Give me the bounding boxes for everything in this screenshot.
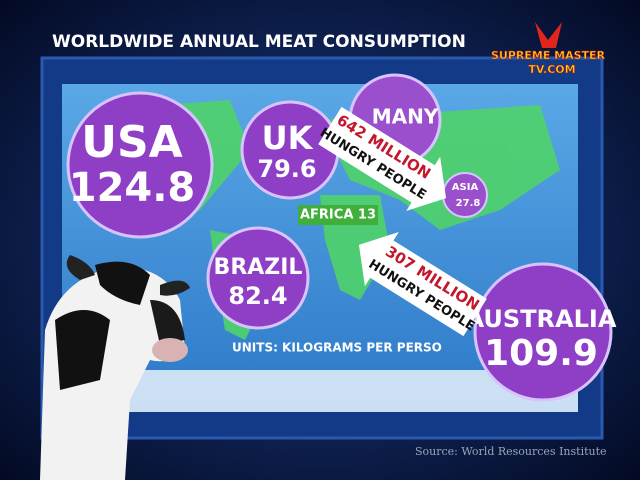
bubble-label: BRAZIL: [214, 255, 303, 280]
bubble-value: 27.8: [456, 198, 481, 209]
bubble-value: 79.6: [257, 155, 316, 183]
bubble: [442, 172, 488, 218]
bubbles: MANY USA 124.8 UK 79.6 ASIA 27.8 BRAZIL …: [66, 73, 617, 402]
bubble: [66, 91, 214, 239]
bubble-value: 124.8: [69, 165, 196, 211]
logo: SUPREME MASTER TV.COM: [491, 22, 606, 76]
bubble-value: 109.9: [484, 333, 598, 374]
cow: [40, 255, 190, 480]
units: UNITS: KILOGRAMS PER PERSO: [232, 341, 442, 355]
logo-text: TV.COM: [528, 63, 575, 76]
bubble-label: MANY: [372, 105, 439, 129]
bubble: [473, 262, 613, 402]
africa-box: [298, 205, 378, 225]
bubble-value: 82.4: [228, 282, 287, 310]
bubble: [206, 226, 310, 330]
bubble-label: UK: [262, 119, 314, 157]
bubble-label: USA: [81, 117, 182, 168]
africa-label: AFRICA 13: [300, 208, 376, 223]
bubble-label: ASIA: [452, 182, 479, 193]
logo-text: SUPREME MASTER: [491, 49, 606, 62]
title: WORLDWIDE ANNUAL MEAT CONSUMPTION: [52, 32, 466, 52]
source: Source: World Resources Institute: [415, 445, 607, 458]
bubble-label: AUSTRALIA: [466, 305, 617, 333]
